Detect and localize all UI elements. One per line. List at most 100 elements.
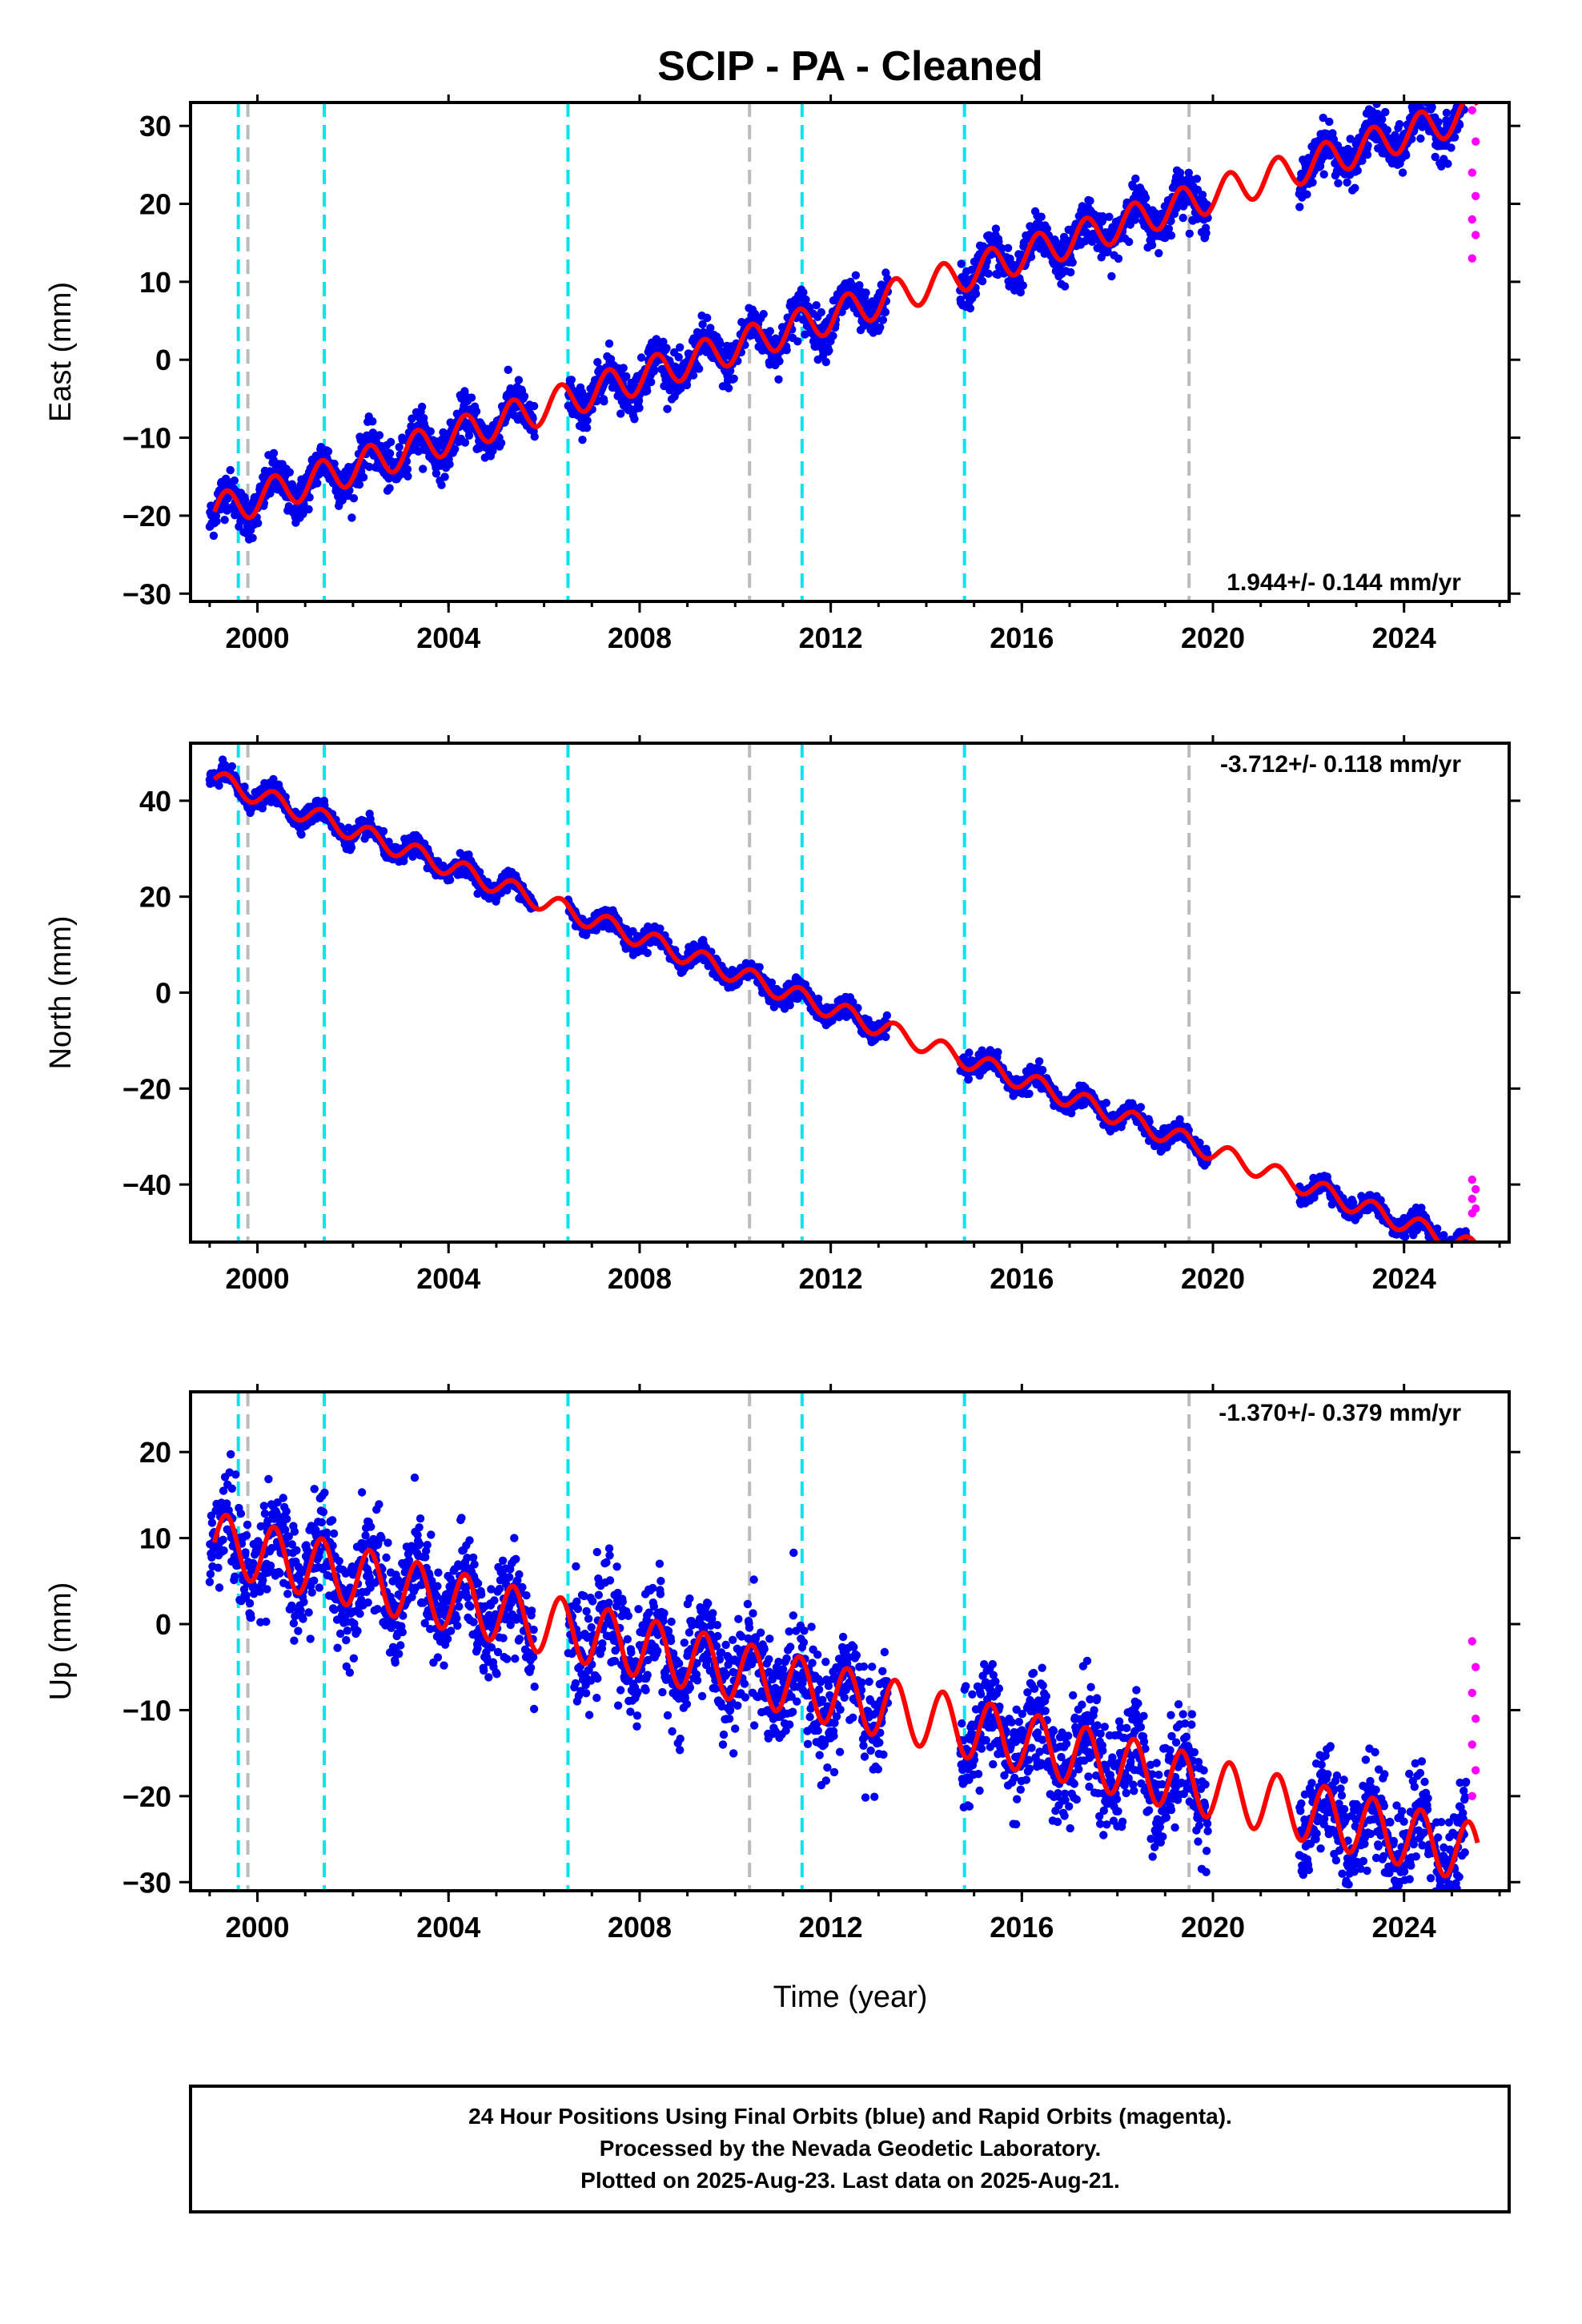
data-point bbox=[619, 364, 628, 372]
data-point bbox=[643, 948, 652, 958]
data-point bbox=[385, 484, 394, 493]
data-point bbox=[636, 353, 646, 362]
data-point bbox=[529, 401, 539, 411]
data-point bbox=[1452, 83, 1460, 91]
data-point bbox=[965, 1048, 974, 1057]
data-point bbox=[1458, 91, 1466, 99]
data-point bbox=[1303, 190, 1311, 199]
data-point bbox=[851, 271, 861, 279]
data-point bbox=[285, 468, 294, 476]
y-tick-label: 20 bbox=[139, 188, 171, 221]
data-point bbox=[432, 469, 441, 478]
data-point bbox=[338, 496, 347, 505]
data-point bbox=[503, 886, 512, 895]
plot-area bbox=[205, 83, 1480, 601]
data-point bbox=[445, 460, 454, 468]
y-tick-label: −10 bbox=[122, 422, 171, 455]
data-point bbox=[984, 269, 993, 278]
data-point bbox=[375, 431, 384, 440]
data-point bbox=[1343, 178, 1351, 187]
data-point bbox=[1130, 215, 1140, 224]
data-point bbox=[297, 830, 306, 839]
data-point bbox=[404, 472, 412, 480]
data-point bbox=[812, 301, 821, 310]
data-point bbox=[1198, 191, 1207, 199]
chart-title: SCIP - PA - Cleaned bbox=[657, 43, 1043, 90]
data-point bbox=[1105, 212, 1114, 221]
data-point bbox=[1363, 141, 1372, 150]
data-point bbox=[1395, 119, 1404, 129]
data-point bbox=[269, 448, 279, 457]
data-point bbox=[1102, 1099, 1111, 1108]
data-point bbox=[1378, 115, 1387, 124]
data-point bbox=[1351, 183, 1359, 192]
data-point bbox=[1308, 178, 1317, 187]
data-point bbox=[230, 476, 239, 485]
y-tick-label: −30 bbox=[122, 577, 171, 610]
data-point bbox=[1358, 156, 1367, 165]
data-point bbox=[248, 533, 257, 542]
data-point bbox=[622, 372, 631, 381]
data-point bbox=[1166, 216, 1175, 226]
data-point bbox=[1459, 88, 1467, 96]
data-point bbox=[347, 513, 356, 522]
data-point bbox=[775, 356, 784, 366]
data-point bbox=[694, 364, 704, 373]
data-point bbox=[630, 415, 639, 424]
data-point bbox=[1460, 87, 1468, 95]
data-point bbox=[347, 843, 356, 852]
data-point bbox=[1381, 107, 1390, 117]
data-point bbox=[215, 781, 223, 790]
data-point bbox=[656, 924, 665, 933]
data-point bbox=[582, 424, 592, 432]
x-tick-label: 2000 bbox=[225, 621, 289, 654]
data-point bbox=[1203, 200, 1211, 209]
rapid-data-point bbox=[1468, 254, 1477, 263]
x-tick-label: 2016 bbox=[990, 621, 1054, 654]
data-point bbox=[767, 978, 777, 987]
data-point bbox=[1431, 152, 1439, 162]
data-point bbox=[1424, 85, 1432, 93]
data-point bbox=[1016, 287, 1026, 297]
x-tick-label: 2004 bbox=[416, 621, 480, 654]
data-point bbox=[1018, 281, 1028, 290]
data-point bbox=[774, 375, 783, 384]
data-point bbox=[355, 480, 364, 489]
data-point bbox=[1460, 94, 1468, 102]
data-point bbox=[417, 402, 427, 412]
data-point bbox=[650, 365, 659, 375]
data-point bbox=[1202, 228, 1211, 238]
data-point bbox=[379, 826, 388, 836]
data-point bbox=[349, 494, 359, 503]
data-point bbox=[676, 343, 685, 352]
data-point bbox=[496, 439, 506, 448]
data-point bbox=[647, 377, 656, 387]
data-point bbox=[689, 371, 698, 380]
data-point bbox=[464, 431, 474, 440]
data-point bbox=[1447, 143, 1456, 152]
data-point bbox=[622, 925, 631, 934]
data-point bbox=[472, 407, 481, 416]
data-point bbox=[1383, 126, 1392, 135]
data-point bbox=[467, 393, 476, 402]
data-point bbox=[1437, 162, 1446, 171]
data-point bbox=[1107, 271, 1116, 281]
data-point bbox=[1136, 1103, 1146, 1112]
data-point bbox=[1025, 1089, 1034, 1099]
data-point bbox=[706, 324, 715, 332]
north-panel: 2000 2004 2008 2012 2016 2020 2024−40−2002040N… bbox=[44, 735, 1520, 1295]
data-point bbox=[1398, 168, 1407, 177]
data-point bbox=[1184, 168, 1194, 177]
data-point bbox=[1164, 224, 1174, 233]
data-point bbox=[227, 762, 236, 771]
data-point bbox=[1066, 267, 1075, 277]
data-point bbox=[451, 444, 460, 453]
x-tick-label: 2020 bbox=[1181, 621, 1245, 654]
data-point bbox=[964, 1075, 974, 1084]
data-point bbox=[1325, 117, 1334, 127]
data-point bbox=[994, 1047, 1002, 1057]
y-axis-label: East (mm) bbox=[44, 282, 78, 422]
x-tick-label: 2008 bbox=[608, 621, 672, 654]
east-panel: 2000 2004 2008 2012 2016 2020 2024−30−20−10010… bbox=[44, 83, 1520, 654]
